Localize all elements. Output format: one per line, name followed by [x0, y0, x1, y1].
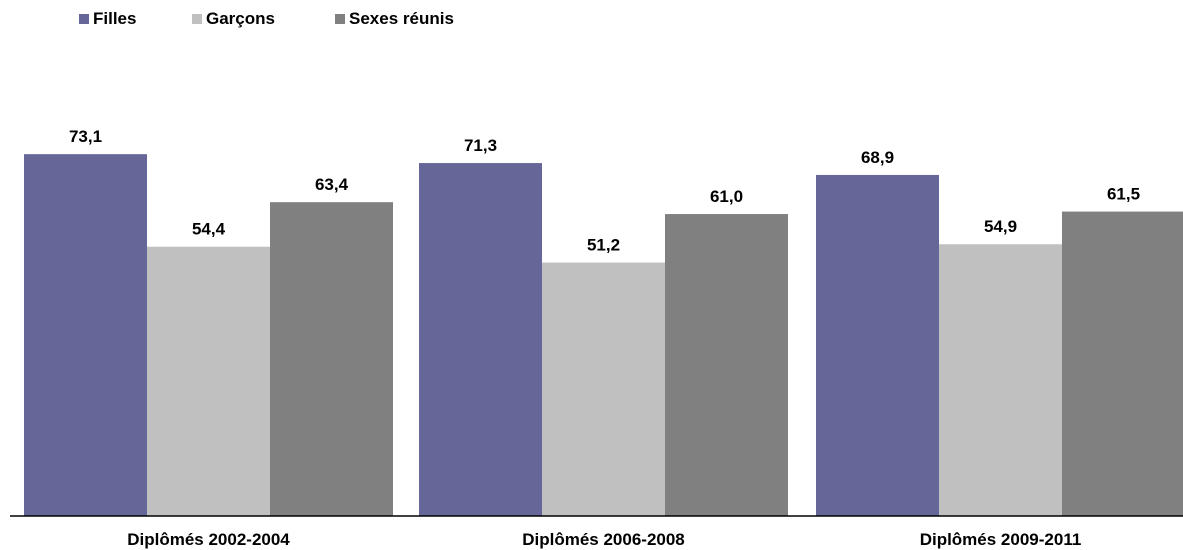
category-labels: Diplômés 2002-2004 Diplômés 2006-2008 Dipl…	[127, 530, 1081, 549]
category-label-0: Diplômés 2002-2004	[127, 530, 290, 549]
category-label-1: Diplômés 2006-2008	[522, 530, 685, 549]
bar-0-0	[24, 154, 147, 516]
value-label-1-0: 71,3	[464, 136, 497, 155]
value-label-1-1: 51,2	[587, 236, 620, 255]
value-label-0-1: 54,4	[192, 220, 226, 239]
bar-2-1	[939, 244, 1062, 516]
bar-0-2	[270, 202, 393, 517]
legend-swatch-0	[79, 14, 89, 24]
legend-label-1: Garçons	[206, 9, 275, 28]
bar-2-2	[1062, 211, 1183, 516]
category-label-2: Diplômés 2009-2011	[920, 530, 1082, 549]
value-label-1-2: 61,0	[710, 187, 743, 206]
value-label-0-0: 73,1	[69, 127, 102, 146]
bar-1-1	[542, 262, 665, 516]
legend: Filles Garçons Sexes réunis	[79, 9, 454, 28]
value-label-2-1: 54,9	[984, 217, 1017, 236]
legend-swatch-1	[192, 14, 202, 24]
value-label-0-2: 63,4	[315, 175, 349, 194]
bars	[24, 154, 1183, 517]
legend-label-0: Filles	[93, 9, 136, 28]
value-label-2-0: 68,9	[861, 148, 894, 167]
bar-2-0	[816, 174, 939, 516]
legend-swatch-2	[335, 14, 345, 24]
bar-1-0	[419, 163, 542, 516]
legend-label-2: Sexes réunis	[349, 9, 454, 28]
value-labels: 73,1 54,4 63,4 71,3 51,2 61,0 68,9 54,9 61,5	[69, 127, 1140, 254]
bar-1-2	[665, 214, 788, 517]
value-label-2-2: 61,5	[1107, 185, 1140, 204]
bar-0-1	[147, 246, 270, 516]
